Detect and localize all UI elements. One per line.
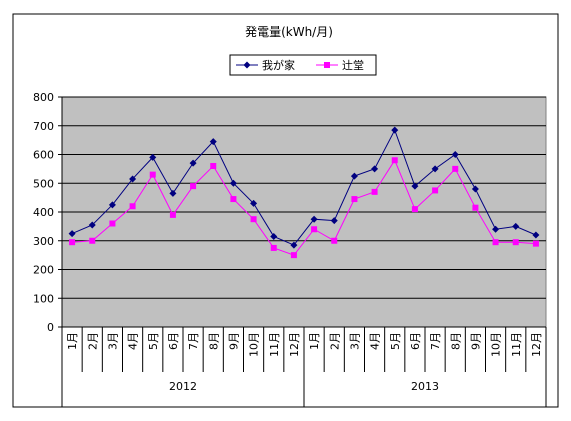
data-point [210, 163, 217, 169]
x-tick-label: 11月 [268, 332, 281, 357]
data-point [311, 226, 318, 233]
data-point [250, 199, 258, 207]
data-point [230, 196, 237, 203]
data-point [209, 138, 217, 146]
x-tick-label: 4月 [369, 332, 382, 350]
data-point [129, 203, 136, 210]
data-point [452, 165, 459, 172]
data-point [330, 217, 338, 225]
data-point [270, 232, 278, 240]
x-tick-label: 12月 [288, 332, 301, 357]
x-tick-label: 2月 [86, 332, 99, 350]
legend-label: 辻堂 [342, 58, 364, 72]
data-point [89, 237, 96, 244]
x-tick-label: 4月 [127, 332, 140, 350]
y-tick-label: 500 [33, 177, 54, 190]
x-tick-label: 7月 [429, 332, 442, 350]
x-tick-label: 8月 [449, 332, 462, 350]
x-tick-label: 9月 [469, 332, 482, 350]
data-point [109, 220, 116, 227]
legend-marker [243, 61, 251, 69]
x-tick-label: 5月 [147, 332, 160, 350]
y-tick-label: 400 [33, 206, 54, 219]
series-line [72, 159, 536, 256]
y-tick-label: 300 [33, 235, 54, 248]
data-point [532, 240, 539, 247]
group-label: 2013 [411, 380, 439, 393]
legend: 我が家 辻堂 [229, 54, 377, 76]
x-tick-label: 7月 [187, 332, 200, 350]
x-tick-label: 10月 [490, 332, 503, 357]
data-point [229, 179, 237, 187]
data-point [129, 175, 137, 183]
x-tick-label: 10月 [248, 332, 261, 357]
x-tick-label: 5月 [389, 332, 402, 350]
x-tick-label: 3月 [348, 332, 361, 350]
data-point [371, 165, 379, 173]
y-tick-label: 100 [33, 292, 54, 305]
x-tick-label: 3月 [106, 332, 119, 350]
chart-title: 発電量(kWh/月) [245, 25, 333, 39]
data-point [532, 231, 540, 239]
data-point [149, 171, 156, 178]
data-point [331, 237, 338, 244]
data-point [492, 239, 499, 246]
data-point [108, 201, 116, 209]
data-point [492, 225, 500, 233]
data-point [190, 183, 197, 190]
data-point [432, 187, 439, 194]
data-point [391, 157, 398, 164]
x-tick-label: 9月 [227, 332, 240, 350]
x-tick-label: 11月 [510, 332, 523, 357]
data-point [310, 215, 318, 223]
x-tick-label: 12月 [530, 332, 543, 357]
y-tick-label: 600 [33, 149, 54, 162]
data-point [472, 204, 479, 211]
legend-marker [324, 62, 330, 68]
legend-label: 我が家 [262, 58, 295, 72]
data-point [411, 182, 419, 190]
x-tick-label: 6月 [167, 332, 180, 350]
x-tick-label: 8月 [207, 332, 220, 350]
data-point [68, 230, 76, 238]
data-point [411, 206, 418, 213]
data-point [69, 239, 76, 246]
data-point [351, 196, 358, 203]
data-point [169, 189, 177, 197]
y-tick-label: 700 [33, 120, 54, 133]
data-point [451, 151, 459, 158]
x-tick-label: 6月 [409, 332, 422, 350]
data-point [512, 239, 519, 246]
data-point [471, 185, 479, 193]
y-tick-label: 200 [33, 264, 54, 277]
group-label: 2012 [169, 380, 197, 393]
plot-area: 0 100 200 300 400 500 600 700 800 1月 2月 3月 4月 5月 6月 7月 8… [33, 91, 547, 407]
x-tick-label: 1月 [66, 332, 79, 350]
x-tick-label: 2月 [328, 332, 341, 350]
data-point [431, 165, 439, 173]
y-tick-label: 800 [33, 91, 54, 104]
data-point [270, 244, 277, 251]
data-point [391, 126, 399, 134]
data-point [149, 153, 157, 161]
series-line [71, 128, 537, 246]
data-point [88, 221, 96, 229]
data-point [169, 211, 176, 218]
data-point [290, 252, 297, 259]
data-point [189, 159, 197, 167]
y-tick-label: 0 [47, 321, 54, 334]
x-tick-label: 1月 [308, 332, 321, 350]
legend-box [229, 54, 377, 76]
data-point [512, 222, 520, 230]
data-point [350, 172, 358, 180]
data-point [250, 216, 257, 223]
data-point [371, 188, 378, 195]
data-point [290, 241, 298, 249]
